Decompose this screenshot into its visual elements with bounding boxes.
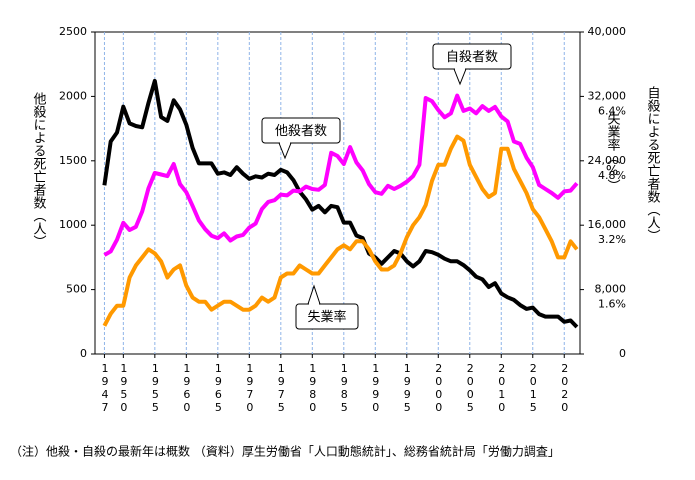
y3-tick-label: 3.2%	[598, 233, 626, 246]
y-tick-label: 500	[66, 283, 87, 296]
y2-tick-label: 0	[619, 347, 626, 360]
x-tick-label: 2020	[558, 362, 571, 414]
x-tick-label: 1970	[243, 362, 256, 414]
callout-box	[432, 43, 512, 70]
callout-box	[261, 117, 341, 144]
callout-text: 自殺者数	[446, 50, 498, 65]
y2-tick-label: 16,000	[588, 218, 627, 231]
y-tick-label: 2000	[59, 89, 87, 102]
x-tick-label: 1990	[369, 362, 382, 414]
callout-pointer	[453, 68, 467, 86]
x-tick-label: 1995	[401, 362, 414, 414]
x-tick-label: 1965	[212, 362, 225, 414]
y2-tick-label: 8,000	[595, 283, 627, 296]
callout-box	[295, 303, 359, 330]
y3-axis-label: 失業率（%）	[605, 112, 621, 192]
y3-tick-label: 4.8%	[598, 169, 626, 182]
y2-tick-label: 24,000	[588, 154, 627, 167]
callout-text: 他殺者数	[275, 124, 327, 139]
x-tick-label: 2015	[527, 362, 540, 414]
callout-pointer	[307, 284, 321, 305]
y3-tick-label: 6.4%	[598, 104, 626, 117]
y-tick-label: 1000	[59, 218, 87, 231]
callout-pointer	[278, 142, 292, 160]
y-tick-label: 1500	[59, 154, 87, 167]
callout-gap	[455, 68, 465, 70]
y3-tick-label: 1.6%	[598, 298, 626, 311]
callout-gap	[280, 142, 290, 144]
x-tick-label: 1960	[180, 362, 193, 414]
x-tick-label: 2000	[432, 362, 445, 414]
x-tick-label: 1975	[275, 362, 288, 414]
x-tick-label: 1980	[306, 362, 319, 414]
y2-axis-label: 自殺による死亡者数（人）	[645, 86, 661, 242]
footnote: （注）他殺・自殺の最新年は概数 （資料）厚生労働省「人口動態統計」、総務省統計局…	[10, 444, 560, 459]
series-line	[102, 78, 579, 329]
y-tick-label: 2500	[59, 25, 87, 38]
series-line	[103, 93, 579, 257]
x-tick-label: 1955	[149, 362, 162, 414]
callout-text: 失業率	[307, 309, 346, 325]
y-axis-label: 他殺による死亡者数（人）	[31, 92, 47, 248]
x-tick-label: 1947	[98, 362, 111, 414]
series-line	[102, 134, 579, 327]
y2-tick-label: 40,000	[588, 25, 627, 38]
plot-area	[94, 31, 581, 355]
x-tick-label: 1950	[117, 362, 130, 414]
callout-gap	[309, 303, 319, 305]
x-tick-label: 2005	[464, 362, 477, 414]
y2-tick-label: 32,000	[588, 89, 627, 102]
x-tick-label: 1985	[338, 362, 351, 414]
y-tick-label: 0	[80, 347, 87, 360]
x-tick-label: 2010	[495, 362, 508, 414]
